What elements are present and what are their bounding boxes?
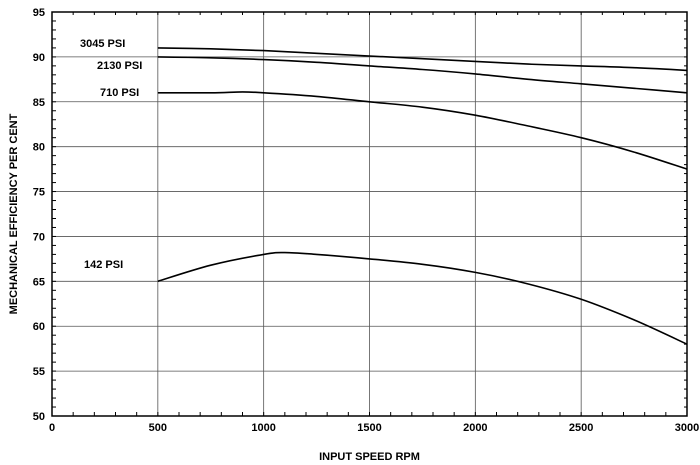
x-tick-labels: 0 500 1000 1500 2000 2500 3000 xyxy=(49,422,699,434)
series-label: 142 PSI xyxy=(84,259,123,271)
y-tick-label: 70 xyxy=(33,231,45,243)
x-axis-title: INPUT SPEED RPM xyxy=(319,451,420,463)
series-line xyxy=(157,91,688,170)
x-tick-label: 0 xyxy=(49,422,55,434)
y-tick-label: 55 xyxy=(33,366,45,378)
y-tick-label: 95 xyxy=(33,7,45,19)
y-tick-label: 90 xyxy=(33,52,45,64)
x-tick-label: 1500 xyxy=(357,422,381,434)
series-line xyxy=(157,47,688,72)
series-lines xyxy=(157,47,688,345)
y-tick-label: 75 xyxy=(33,187,45,199)
y-tick-label: 50 xyxy=(33,411,45,423)
series-line xyxy=(157,56,688,94)
x-tick-label: 500 xyxy=(149,422,167,434)
plot-frame xyxy=(51,11,688,417)
x-tick-label: 2000 xyxy=(463,422,487,434)
x-tick-label: 1000 xyxy=(251,422,275,434)
grid-lines xyxy=(51,11,688,417)
series-label: 710 PSI xyxy=(100,87,139,99)
series-line xyxy=(157,251,688,345)
y-tick-label: 65 xyxy=(33,276,45,288)
y-tick-label: 60 xyxy=(33,321,45,333)
series-labels: 3045 PSI 2130 PSI 710 PSI 142 PSI xyxy=(80,38,142,271)
series-label: 3045 PSI xyxy=(80,38,125,50)
x-tick-label: 3000 xyxy=(675,422,699,434)
y-tick-label: 85 xyxy=(33,97,45,109)
y-axis-title: MECHANICAL EFFICIENCY PER CENT xyxy=(8,113,20,314)
y-tick-labels: 50 55 60 65 70 75 80 85 90 95 xyxy=(33,7,45,423)
series-label: 2130 PSI xyxy=(97,60,142,72)
x-tick-label: 2500 xyxy=(569,422,593,434)
y-tick-label: 80 xyxy=(33,142,45,154)
